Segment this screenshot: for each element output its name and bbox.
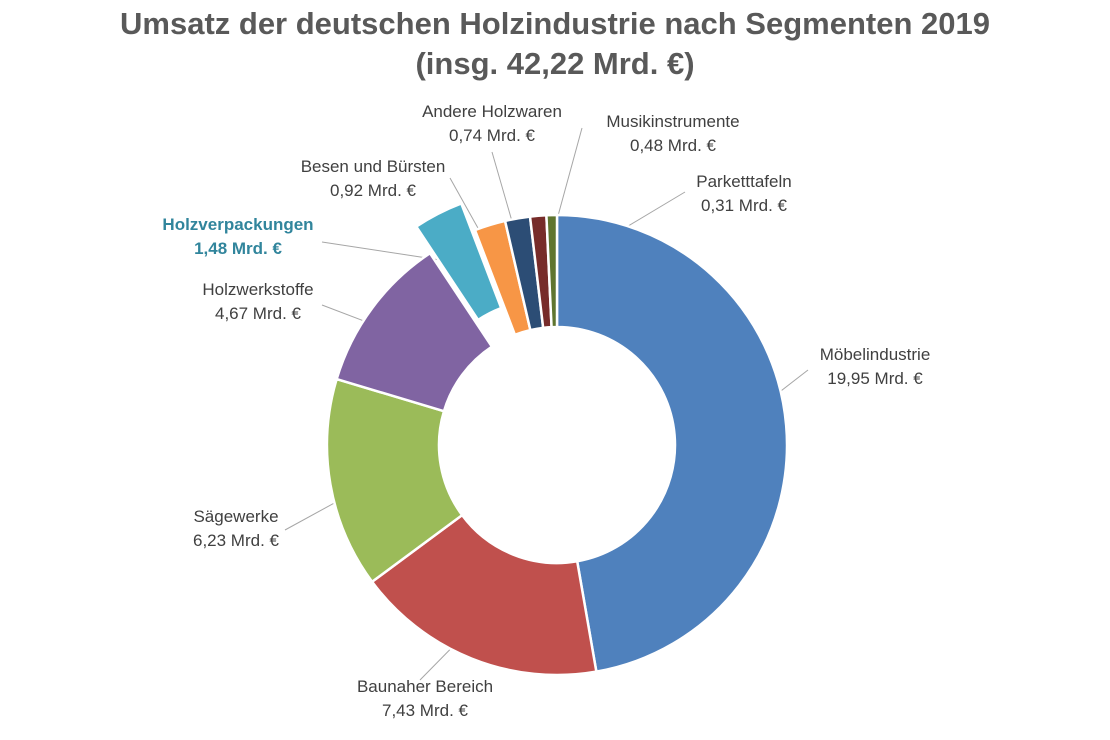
label-value-holzverpackungen: 1,48 Mrd. € bbox=[194, 239, 282, 258]
label-value-musikinstrumente: 0,48 Mrd. € bbox=[630, 136, 717, 155]
slice-holzwerkstoffe bbox=[335, 251, 494, 413]
label-value-holzwerkstoffe: 4,67 Mrd. € bbox=[215, 304, 302, 323]
label-name-besen-und-buersten: Besen und Bürsten bbox=[301, 157, 446, 176]
label-value-andere-holzwaren: 0,74 Mrd. € bbox=[449, 126, 536, 145]
slice-labels: Möbelindustrie 19,95 Mrd. € Baunaher Berei… bbox=[162, 102, 930, 720]
label-name-parketttafeln: Parketttafeln bbox=[696, 172, 791, 191]
label-name-holzverpackungen: Holzverpackungen bbox=[162, 215, 313, 234]
label-value-parketttafeln: 0,31 Mrd. € bbox=[701, 196, 788, 215]
label-value-baunaher-bereich: 7,43 Mrd. € bbox=[382, 701, 469, 720]
label-name-baunaher-bereich: Baunaher Bereich bbox=[357, 677, 493, 696]
label-name-saegewerke: Sägewerke bbox=[193, 507, 278, 526]
slice-parketttafeln bbox=[545, 213, 559, 329]
chart-subtitle: (insg. 42,22 Mrd. €) bbox=[415, 46, 695, 81]
slice-holzverpackungen bbox=[414, 201, 503, 322]
chart-title: Umsatz der deutschen Holzindustrie nach … bbox=[120, 6, 990, 41]
label-value-besen-und-buersten: 0,92 Mrd. € bbox=[330, 181, 417, 200]
label-value-moebelindustrie: 19,95 Mrd. € bbox=[827, 369, 923, 388]
slice-baunaher-bereich bbox=[370, 513, 598, 677]
slice-moebelindustrie bbox=[555, 213, 789, 674]
label-name-holzwerkstoffe: Holzwerkstoffe bbox=[202, 280, 313, 299]
doughnut-slices bbox=[325, 201, 789, 677]
label-name-moebelindustrie: Möbelindustrie bbox=[820, 345, 931, 364]
label-name-musikinstrumente: Musikinstrumente bbox=[606, 112, 739, 131]
label-value-saegewerke: 6,23 Mrd. € bbox=[193, 531, 280, 550]
label-name-andere-holzwaren: Andere Holzwaren bbox=[422, 102, 562, 121]
